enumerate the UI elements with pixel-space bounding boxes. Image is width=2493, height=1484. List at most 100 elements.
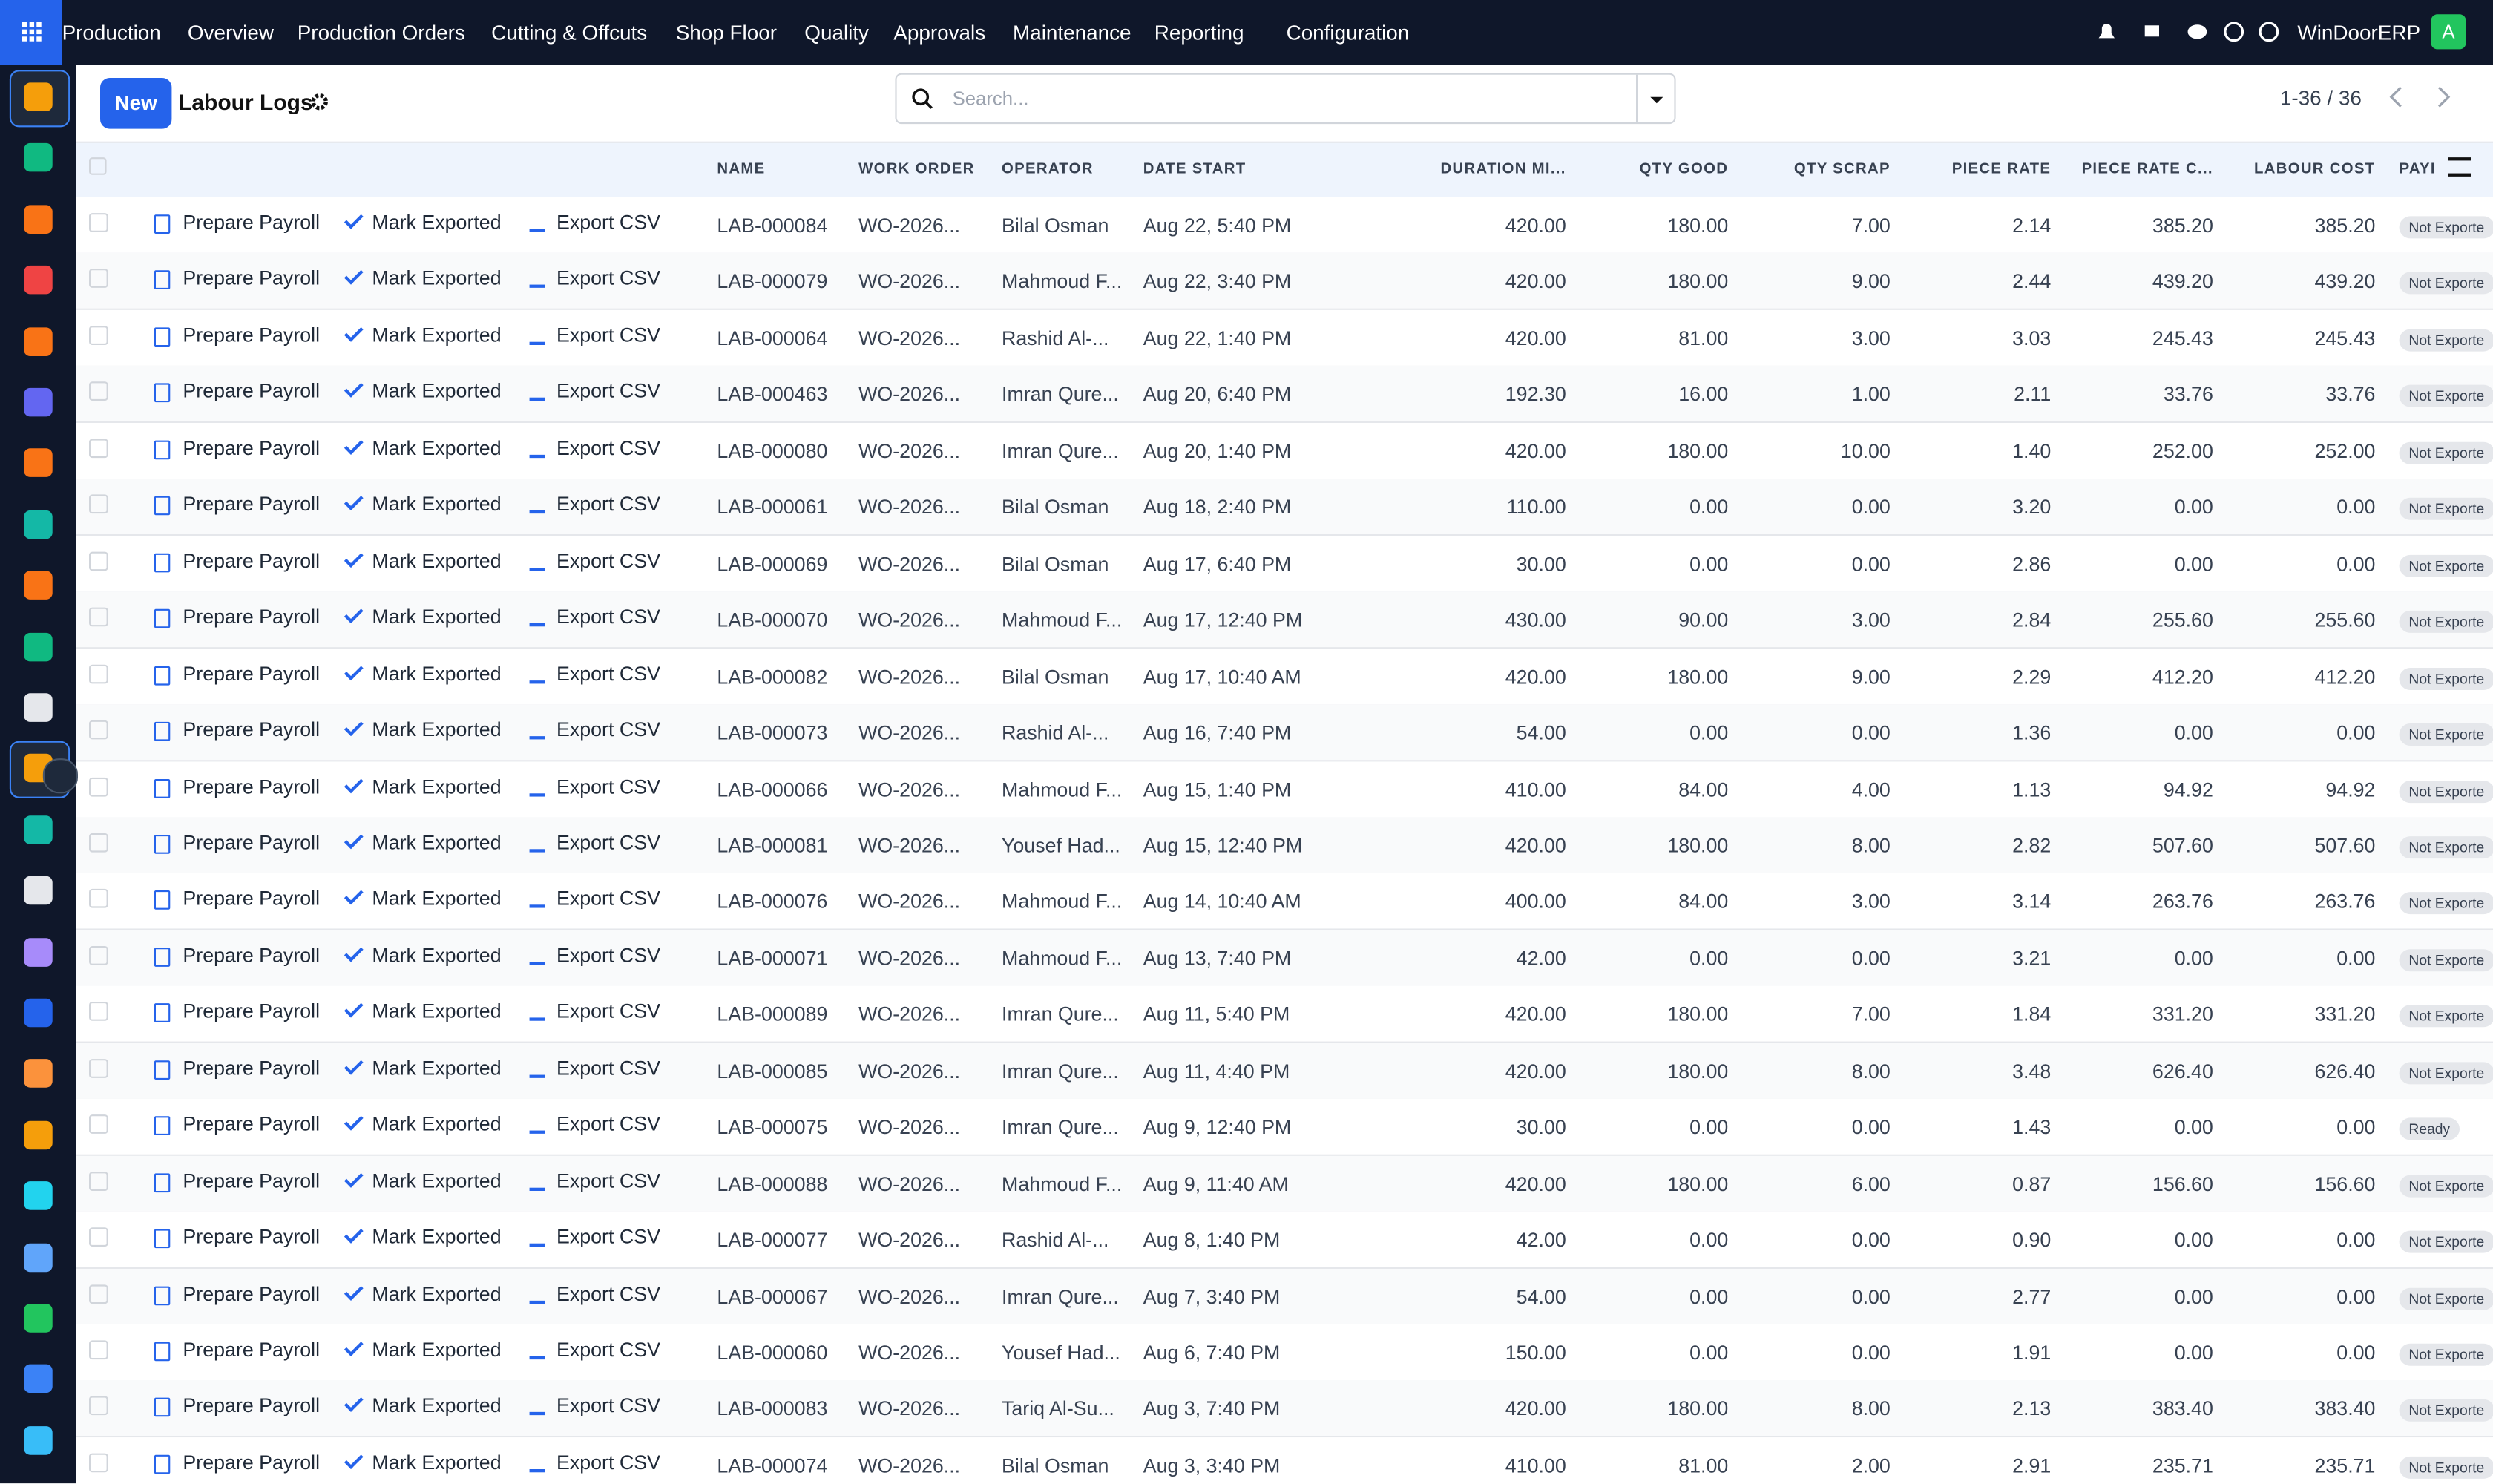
sidebar-icon[interactable] [24,1120,53,1149]
sidebar-icon[interactable] [24,143,53,173]
row-checkbox[interactable] [89,1396,108,1416]
row-action[interactable]: Mark Exported [372,1226,502,1249]
column-header[interactable]: DURATION MI... [1440,160,1566,178]
row-action[interactable]: Prepare Payroll [183,1169,321,1192]
row-action[interactable]: Mark Exported [372,662,502,685]
table-row[interactable] [76,422,2493,480]
row-action[interactable]: Prepare Payroll [183,831,321,854]
row-checkbox[interactable] [89,607,108,627]
app-name[interactable]: Production [62,20,161,45]
column-header[interactable]: PIECE RATE C... [2081,160,2213,178]
sidebar-icon[interactable] [24,1242,53,1272]
sidebar-icon[interactable] [24,631,53,661]
row-action[interactable]: Prepare Payroll [183,267,321,290]
row-checkbox[interactable] [89,663,108,683]
sidebar-icon[interactable] [24,326,53,356]
table-row[interactable] [76,1099,2493,1157]
row-action[interactable]: Export CSV [556,718,660,741]
sidebar-icon[interactable] [24,449,53,478]
row-action[interactable]: Export CSV [556,1395,660,1418]
row-action[interactable]: Export CSV [556,1169,660,1192]
row-action[interactable]: Mark Exported [372,549,502,572]
header-icons[interactable] [2092,19,2283,45]
sidebar-icon[interactable] [24,571,53,600]
row-action[interactable]: Mark Exported [372,831,502,854]
table-row[interactable] [76,1212,2493,1270]
row-action[interactable]: Prepare Payroll [183,1000,321,1023]
row-action[interactable]: Mark Exported [372,1169,502,1192]
table-row[interactable] [76,873,2493,931]
table-row[interactable] [76,591,2493,649]
nav-item[interactable]: Approvals [893,20,986,45]
row-action[interactable]: Prepare Payroll [183,887,321,910]
row-action[interactable]: Mark Exported [372,436,502,459]
search-dropdown[interactable] [1636,74,1676,122]
table-row[interactable] [76,1437,2493,1484]
sidebar-icon[interactable] [24,387,53,417]
table-row[interactable] [76,704,2493,762]
row-checkbox[interactable] [89,551,108,571]
row-action[interactable]: Mark Exported [372,493,502,516]
row-checkbox[interactable] [89,494,108,514]
row-action[interactable]: Export CSV [556,1339,660,1362]
column-header[interactable]: LABOUR COST [2254,160,2376,178]
row-action[interactable]: Export CSV [556,267,660,290]
row-action[interactable]: Mark Exported [372,1451,502,1474]
sidebar-icon[interactable] [24,937,53,966]
nav-item[interactable]: Production Orders [297,20,465,45]
row-checkbox[interactable] [89,833,108,853]
row-action[interactable]: Prepare Payroll [183,605,321,628]
row-checkbox[interactable] [89,213,108,232]
table-row[interactable] [76,1380,2493,1439]
row-action[interactable]: Prepare Payroll [183,380,321,403]
row-action[interactable]: Mark Exported [372,1057,502,1080]
sidebar-icon[interactable] [24,510,53,539]
row-checkbox[interactable] [89,720,108,740]
row-action[interactable]: Mark Exported [372,1282,502,1305]
column-header[interactable]: QTY SCRAP [1793,160,1891,178]
row-action[interactable]: Export CSV [556,887,660,910]
column-header[interactable]: QTY GOOD [1639,160,1729,178]
row-checkbox[interactable] [89,1058,108,1078]
row-action[interactable]: Mark Exported [372,1339,502,1362]
apps-button[interactable] [0,0,62,65]
nav-item[interactable]: Shop Floor [675,20,777,45]
row-action[interactable]: Prepare Payroll [183,1113,321,1136]
row-action[interactable]: Mark Exported [372,887,502,910]
row-action[interactable]: Prepare Payroll [183,549,321,572]
row-action[interactable]: Prepare Payroll [183,1339,321,1362]
table-row[interactable] [76,986,2493,1044]
row-action[interactable]: Export CSV [556,775,660,798]
row-checkbox[interactable] [89,438,108,458]
table-row[interactable] [76,479,2493,536]
row-action[interactable]: Prepare Payroll [183,493,321,516]
row-action[interactable]: Export CSV [556,211,660,234]
row-checkbox[interactable] [89,776,108,796]
row-action[interactable]: Export CSV [556,1226,660,1249]
row-checkbox[interactable] [89,945,108,965]
row-checkbox[interactable] [89,1171,108,1191]
column-header[interactable]: NAME [717,160,766,178]
row-action[interactable]: Mark Exported [372,211,502,234]
row-action[interactable]: Prepare Payroll [183,1057,321,1080]
row-checkbox[interactable] [89,1002,108,1022]
nav-item[interactable]: Reporting [1154,20,1244,45]
sidebar-icon[interactable] [24,1365,53,1393]
nav-item[interactable]: Quality [804,20,870,45]
row-action[interactable]: Prepare Payroll [183,1395,321,1418]
sidebar-icon[interactable] [24,1059,53,1089]
search-box[interactable]: Search... [895,73,1676,125]
settings-icon[interactable] [310,92,329,111]
row-checkbox[interactable] [89,1340,108,1360]
column-settings[interactable] [2448,157,2471,177]
column-header[interactable]: PAYI [2399,160,2436,178]
row-action[interactable]: Export CSV [556,1000,660,1023]
row-action[interactable]: Prepare Payroll [183,1226,321,1249]
row-checkbox[interactable] [89,1227,108,1247]
row-action[interactable]: Export CSV [556,1113,660,1136]
row-action[interactable]: Mark Exported [372,380,502,403]
row-action[interactable]: Prepare Payroll [183,436,321,459]
row-action[interactable]: Mark Exported [372,1000,502,1023]
sidebar-icon[interactable] [24,204,53,234]
select-all-checkbox[interactable] [89,157,107,175]
